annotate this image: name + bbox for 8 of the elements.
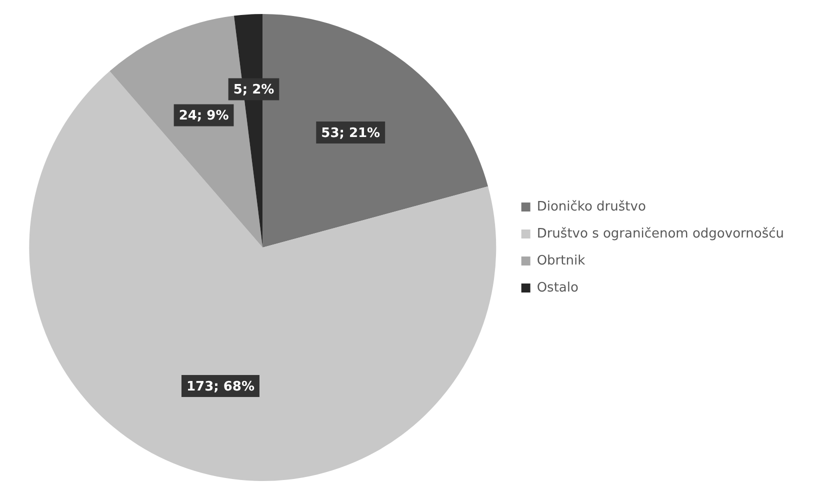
legend-label: Društvo s ograničenom odgovornošću xyxy=(536,226,784,242)
legend-label: Dioničko društvo xyxy=(536,199,646,214)
data-label: 173; 68% xyxy=(186,379,254,394)
data-label: 24; 9% xyxy=(178,108,229,124)
data-label: 5; 2% xyxy=(233,82,274,98)
legend-label: Ostalo xyxy=(536,280,579,296)
legend-label: Obrtnik xyxy=(536,253,586,268)
data-label: 53; 21% xyxy=(321,126,380,141)
